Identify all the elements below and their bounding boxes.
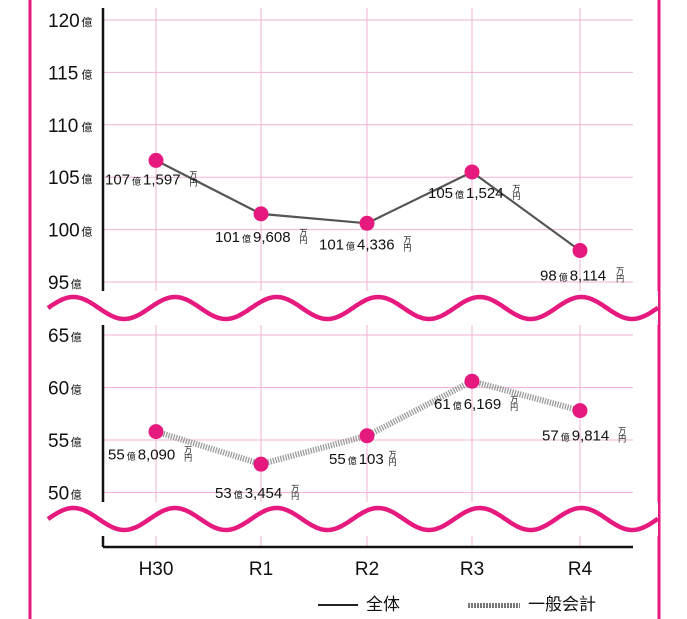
data-label-unit: 円 (403, 243, 411, 252)
data-point-total (464, 164, 480, 180)
y-tick-unit: 億 (81, 121, 92, 134)
data-label: 105 億 1,524 (428, 185, 504, 202)
legend-total-label: 全体 (366, 595, 400, 615)
data-label-unit: 円 (291, 492, 299, 501)
data-label-unit: 万 (618, 427, 626, 436)
y-tick-label: 115 (48, 63, 78, 84)
y-tick-label: 95 (48, 273, 69, 294)
y-tick-unit: 億 (81, 173, 92, 186)
x-tick-label: R2 (355, 559, 379, 580)
data-point-general (464, 373, 480, 389)
x-tick-label: H30 (139, 559, 174, 580)
x-tick-labels: H30 R1 R2 R3 R4 (139, 559, 593, 580)
y-tick-unit: 億 (71, 436, 82, 449)
y-tick-label: 120 (48, 11, 80, 32)
data-points (148, 152, 588, 472)
y-tick-label: 60 (48, 379, 69, 400)
data-label-unit: 円 (618, 435, 626, 444)
data-label-unit: 円 (510, 403, 518, 412)
data-label-unit: 万 (291, 484, 299, 493)
data-point-general (359, 428, 375, 444)
data-label-unit: 万 (403, 235, 411, 244)
data-label: 107 億 1,597 (105, 171, 181, 188)
y-tick-label: 50 (48, 484, 69, 505)
y-tick-unit: 億 (71, 489, 82, 502)
x-tick-label: R1 (249, 559, 273, 580)
data-label: 53 億 3,454 (215, 485, 282, 502)
y-tick-unit: 億 (71, 331, 82, 344)
x-tick-label: R4 (568, 559, 593, 580)
data-label-unit: 万 (389, 450, 397, 459)
data-label: 101 億 4,336 (319, 236, 395, 253)
data-label-unit: 万 (189, 170, 197, 179)
y-tick-label: 100 (48, 221, 80, 242)
axis-break-wave (46, 294, 660, 322)
data-point-total (359, 215, 375, 231)
y-tick-unit: 億 (71, 278, 82, 291)
legend-general-label: 一般会計 (528, 595, 596, 615)
data-label-unit: 万 (184, 446, 192, 455)
data-label-unit: 円 (299, 236, 307, 245)
data-label: 61 億 6,169 (434, 396, 501, 413)
y-tick-label: 65 (48, 326, 69, 347)
data-label-unit: 万 (510, 395, 518, 404)
data-point-total (148, 152, 164, 168)
data-label-unit: 円 (389, 458, 397, 467)
data-label-unit: 円 (512, 192, 520, 201)
data-point-general (148, 424, 164, 440)
y-tick-label: 110 (48, 116, 78, 137)
data-point-general (253, 456, 269, 472)
data-label-unit: 円 (189, 178, 197, 187)
data-label: 98 億 8,114 (540, 268, 606, 285)
x-tick-label: R3 (460, 559, 484, 580)
data-label: 101 億 9,608 (215, 229, 291, 246)
data-point-total (253, 206, 269, 222)
y-tick-label: 55 (48, 431, 69, 452)
y-tick-unit: 億 (81, 226, 92, 239)
data-label-unit: 円 (616, 275, 624, 284)
legend-total: 全体 (318, 590, 400, 615)
data-point-general (572, 403, 588, 419)
axis-breaks (32, 291, 660, 536)
legend-general: 一般会計 (468, 590, 596, 615)
legend-total-swatch (318, 604, 358, 606)
data-label-unit: 万 (512, 184, 520, 193)
y-tick-unit: 億 (81, 68, 92, 81)
data-label: 55 億 103 (329, 451, 384, 468)
data-label-unit: 万 (299, 228, 307, 237)
data-label: 57 億 9,814 (542, 428, 609, 445)
legend-general-swatch (468, 602, 520, 608)
y-tick-unit: 億 (81, 16, 92, 29)
y-tick-unit: 億 (71, 384, 82, 397)
data-label-unit: 円 (184, 454, 192, 463)
y-tick-label: 105 (48, 168, 80, 189)
data-point-total (572, 243, 588, 259)
axis-break-wave (46, 505, 660, 533)
axes (101, 8, 633, 549)
data-label: 55 億 8,090 (108, 447, 175, 464)
data-label-unit: 万 (616, 267, 624, 276)
